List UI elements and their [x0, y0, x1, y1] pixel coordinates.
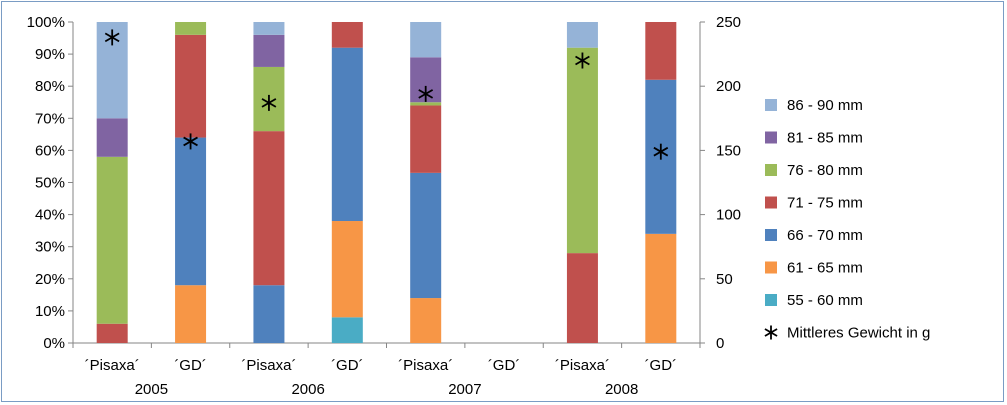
x-group-label: 2007: [448, 381, 481, 398]
x-category-label: ´GD´: [488, 357, 521, 374]
y-left-tick-label: 30%: [35, 239, 65, 256]
y-left-tick-label: 0%: [43, 335, 65, 352]
y-left-tick-label: 100%: [27, 14, 65, 31]
x-group-label: 2005: [135, 381, 168, 398]
bar-segment: [96, 118, 128, 157]
legend-swatch: [765, 131, 777, 144]
bar-segment: [645, 233, 677, 343]
legend-marker-icon: [764, 325, 778, 340]
bar-segment: [253, 34, 285, 67]
legend-swatch: [765, 229, 777, 241]
legend-label: 86 - 90 mm: [787, 97, 863, 114]
y-left-tick-label: 60%: [35, 142, 65, 159]
y-right-tick-label: 50: [716, 271, 733, 288]
y-left-tick-label: 40%: [35, 207, 65, 224]
y-right-tick-label: 250: [716, 14, 741, 31]
legend-label: 81 - 85 mm: [787, 130, 863, 147]
weight-marker: [183, 133, 198, 150]
bar-segment: [253, 285, 285, 343]
legend-label: 66 - 70 mm: [787, 227, 863, 244]
bar-segment: [331, 221, 363, 318]
y-left-tick-label: 50%: [35, 175, 65, 192]
legend-label: 76 - 80 mm: [787, 162, 863, 179]
x-category-label: ´Pisaxa´: [85, 357, 140, 374]
legend-swatch: [765, 294, 777, 306]
bar-segment: [566, 253, 598, 343]
x-category-label: ´Pisaxa´: [241, 357, 296, 374]
y-left-tick-label: 10%: [35, 303, 65, 320]
legend-swatch: [765, 196, 777, 209]
bar-segment: [96, 323, 128, 343]
y-left-tick-label: 90%: [35, 46, 65, 63]
bar-segment: [175, 22, 207, 35]
bar-segment: [410, 22, 442, 58]
y-left-tick-label: 20%: [35, 271, 65, 288]
bar-segment: [331, 47, 363, 222]
legend-label: Mittleres Gewicht in g: [787, 325, 930, 342]
bar-segment: [175, 34, 207, 138]
y-left-tick-label: 80%: [35, 78, 65, 95]
bar-segment: [566, 47, 598, 254]
weight-marker: [418, 85, 434, 102]
bar-segment: [331, 317, 363, 343]
bar-segment: [253, 22, 285, 35]
weight-marker: [104, 29, 120, 46]
x-category-label: ´Pisaxa´: [555, 357, 610, 374]
x-group-label: 2008: [605, 381, 638, 398]
weight-marker: [575, 52, 590, 69]
bar-segment: [175, 285, 207, 343]
x-category-label: ´GD´: [174, 357, 207, 374]
bar-segment: [566, 22, 598, 48]
legend-label: 71 - 75 mm: [787, 195, 863, 212]
bar-segment: [410, 105, 442, 173]
x-group-label: 2006: [291, 381, 324, 398]
y-right-tick-label: 100: [716, 207, 741, 224]
bar-segment: [410, 102, 442, 106]
y-right-tick-label: 200: [716, 78, 741, 95]
bar-segment: [410, 298, 442, 343]
y-left-tick-label: 70%: [35, 110, 65, 127]
weight-marker: [261, 94, 277, 111]
legend-label: 61 - 65 mm: [787, 260, 863, 277]
bar-segment: [645, 22, 677, 80]
legend-swatch: [765, 164, 777, 176]
x-category-label: ´GD´: [331, 357, 364, 374]
weight-marker: [653, 143, 669, 160]
bar-segment: [331, 22, 363, 48]
y-right-tick-label: 0: [716, 335, 724, 352]
bar-segment: [410, 172, 442, 299]
bar-segment: [253, 131, 285, 286]
x-category-label: ´GD´: [645, 357, 678, 374]
legend-swatch: [765, 261, 777, 274]
legend-swatch: [765, 99, 777, 111]
x-category-label: ´Pisaxa´: [398, 357, 453, 374]
legend-label: 55 - 60 mm: [787, 292, 863, 309]
y-right-tick-label: 150: [716, 142, 741, 159]
bar-segment: [175, 137, 207, 286]
bar-segment: [96, 156, 128, 324]
